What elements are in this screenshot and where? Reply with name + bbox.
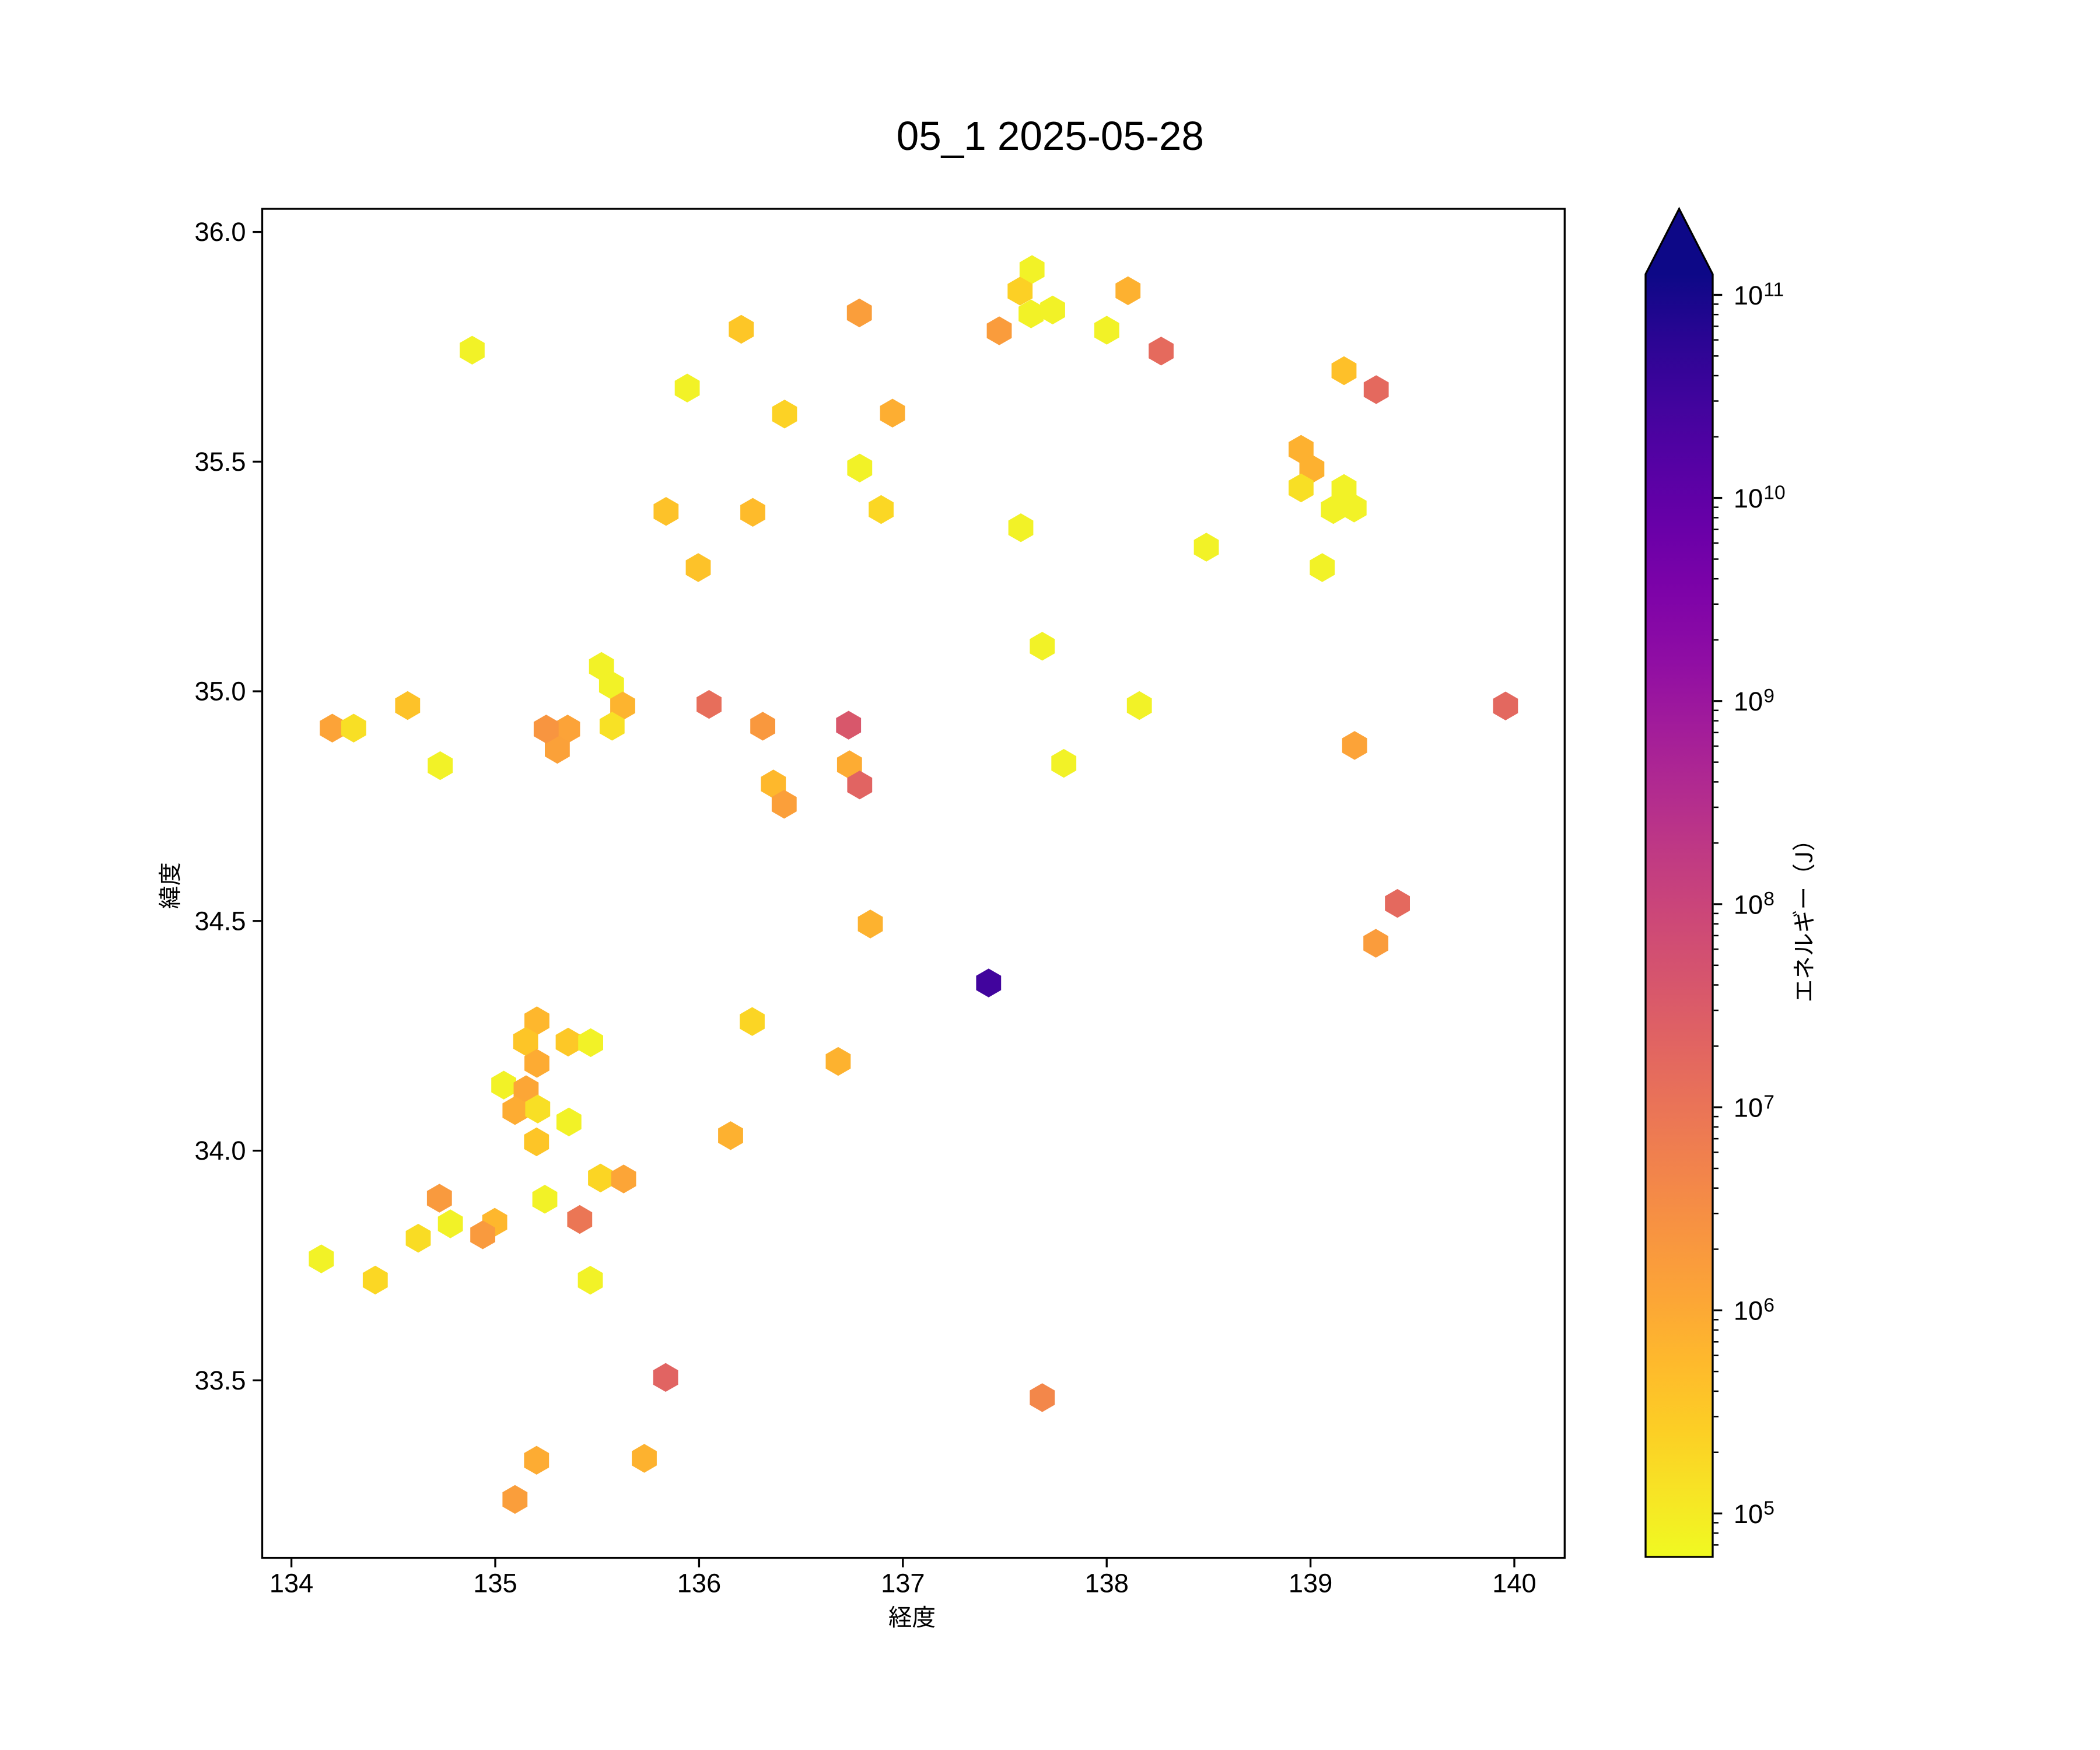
svg-text:136: 136 <box>677 1569 721 1598</box>
svg-text:137: 137 <box>881 1569 925 1598</box>
svg-text:10: 10 <box>1763 482 1785 504</box>
svg-text:10: 10 <box>1734 687 1763 716</box>
svg-text:11: 11 <box>1763 279 1784 301</box>
svg-text:33.5: 33.5 <box>195 1366 246 1395</box>
svg-text:9: 9 <box>1763 685 1774 707</box>
svg-text:6: 6 <box>1763 1294 1774 1316</box>
svg-text:10: 10 <box>1734 1296 1763 1326</box>
svg-text:34.0: 34.0 <box>195 1136 246 1166</box>
svg-text:8: 8 <box>1763 888 1774 910</box>
svg-text:05_1 2025-05-28: 05_1 2025-05-28 <box>897 113 1204 159</box>
svg-text:35.0: 35.0 <box>195 677 246 706</box>
svg-text:10: 10 <box>1734 890 1763 919</box>
svg-text:139: 139 <box>1289 1569 1332 1598</box>
svg-text:7: 7 <box>1763 1091 1774 1113</box>
svg-text:10: 10 <box>1734 1093 1763 1123</box>
svg-text:35.5: 35.5 <box>195 447 246 477</box>
svg-text:10: 10 <box>1734 1499 1763 1529</box>
svg-text:134: 134 <box>270 1569 313 1598</box>
svg-text:138: 138 <box>1084 1569 1128 1598</box>
svg-text:140: 140 <box>1492 1569 1536 1598</box>
svg-text:34.5: 34.5 <box>195 906 246 936</box>
svg-text:135: 135 <box>473 1569 517 1598</box>
svg-text:5: 5 <box>1763 1498 1774 1520</box>
svg-text:10: 10 <box>1734 484 1763 513</box>
svg-text:10: 10 <box>1734 281 1763 310</box>
svg-text:36.0: 36.0 <box>195 217 246 247</box>
